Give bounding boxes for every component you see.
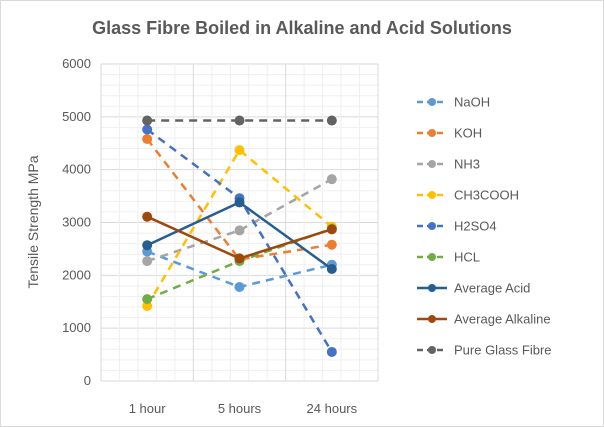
- y-tick-label: 2000: [62, 267, 91, 282]
- legend-item: NaOH: [417, 95, 490, 110]
- legend-item: NH3: [417, 157, 480, 172]
- legend-swatch-marker: [428, 253, 436, 261]
- y-tick-label: 0: [84, 373, 91, 388]
- series-pure-glass-fibre: [142, 115, 337, 126]
- legend-swatch-marker: [428, 129, 436, 137]
- y-axis-ticks: 0 1000 2000 3000 4000 5000 6000: [62, 56, 91, 388]
- legend-label: KOH: [454, 126, 482, 141]
- x-tick-label: 1 hour: [129, 401, 167, 416]
- legend: NaOH KOH NH3 CH3COOH H2SO4 HCL Average Acid Ave…: [417, 95, 552, 358]
- legend-item: KOH: [417, 126, 482, 141]
- data-point: [142, 115, 153, 126]
- series-line: [146, 148, 333, 307]
- legend-label: NH3: [454, 157, 480, 172]
- y-tick-label: 4000: [62, 162, 91, 177]
- series-average-alkaline: [142, 211, 337, 264]
- chart-title: Glass Fibre Boiled in Alkaline and Acid …: [92, 18, 512, 38]
- data-point: [234, 145, 245, 156]
- x-axis-ticks: 1 hour 5 hours 24 hours: [129, 401, 358, 416]
- legend-swatch-marker: [428, 98, 436, 106]
- data-point: [142, 124, 153, 135]
- data-point: [234, 197, 245, 208]
- legend-label: CH3COOH: [454, 188, 519, 203]
- data-point: [234, 281, 245, 292]
- x-tick-label: 5 hours: [218, 401, 262, 416]
- data-point: [234, 115, 245, 126]
- y-tick-label: 6000: [62, 56, 91, 71]
- legend-item: HCL: [417, 250, 480, 265]
- series-lines: [142, 115, 337, 357]
- legend-swatch-marker: [428, 284, 436, 292]
- legend-item: Average Alkaline: [417, 312, 551, 327]
- series-h2so4: [142, 124, 337, 357]
- legend-label: Pure Glass Fibre: [454, 343, 552, 358]
- data-point: [234, 253, 245, 264]
- legend-label: Average Alkaline: [454, 312, 551, 327]
- legend-item: Pure Glass Fibre: [417, 343, 552, 358]
- legend-label: Average Acid: [454, 281, 530, 296]
- series-line: [146, 138, 333, 261]
- data-point: [326, 239, 337, 250]
- data-point: [142, 294, 153, 305]
- legend-item: CH3COOH: [417, 188, 519, 203]
- legend-item: Average Acid: [417, 281, 530, 296]
- legend-swatch-marker: [428, 346, 436, 354]
- data-point: [326, 263, 337, 274]
- legend-swatch-marker: [428, 315, 436, 323]
- data-point: [326, 174, 337, 185]
- legend-label: HCL: [454, 250, 480, 265]
- data-point: [142, 211, 153, 222]
- data-point: [326, 346, 337, 357]
- legend-label: NaOH: [454, 95, 490, 110]
- data-point: [142, 134, 153, 145]
- data-point: [326, 115, 337, 126]
- legend-label: H2SO4: [454, 219, 497, 234]
- series-nh3: [142, 174, 337, 267]
- gridlines: [100, 63, 379, 382]
- data-point: [142, 240, 153, 251]
- legend-item: H2SO4: [417, 219, 497, 234]
- y-tick-label: 5000: [62, 109, 91, 124]
- legend-swatch-marker: [428, 222, 436, 230]
- y-tick-label: 3000: [62, 215, 91, 230]
- legend-swatch-marker: [428, 160, 436, 168]
- data-point: [326, 224, 337, 235]
- y-axis-title: Tensile Strength MPa: [25, 155, 41, 288]
- data-point: [234, 225, 245, 236]
- data-point: [142, 256, 153, 267]
- legend-swatch-marker: [428, 191, 436, 199]
- x-tick-label: 24 hours: [307, 401, 358, 416]
- series-line: [146, 178, 333, 263]
- y-tick-label: 1000: [62, 320, 91, 335]
